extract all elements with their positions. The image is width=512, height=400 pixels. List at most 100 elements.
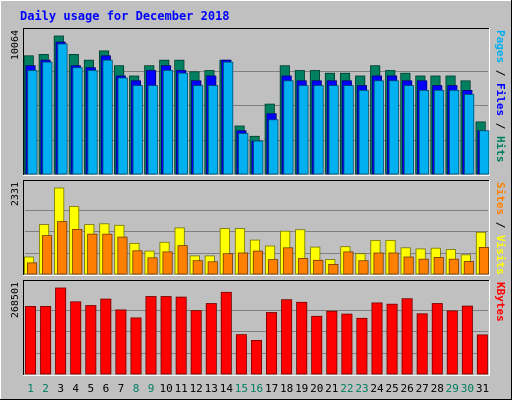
bar-kbytes-day-2 bbox=[40, 305, 52, 375]
panel-pages-ymax-label: 10064 bbox=[10, 30, 21, 60]
bar-pages-day-21 bbox=[328, 85, 339, 175]
x-tick-label-day-13: 13 bbox=[205, 382, 218, 395]
x-tick-label-day-1: 1 bbox=[27, 382, 34, 395]
bar-kbytes-day-23 bbox=[356, 317, 368, 375]
bar-kbytes-day-5 bbox=[85, 305, 97, 375]
legend-separator: / bbox=[494, 215, 507, 235]
legend-entry-hits: Hits bbox=[494, 136, 507, 163]
bar-kbytes-day-25 bbox=[386, 303, 398, 375]
bar-kbytes-day-6 bbox=[100, 298, 112, 375]
bar-kbytes-day-11 bbox=[175, 296, 187, 375]
panel-kbytes-ymax-label: 268501 bbox=[10, 282, 21, 318]
x-tick-label-day-16: 16 bbox=[250, 382, 263, 395]
bar-kbytes-day-21 bbox=[326, 310, 338, 375]
bar-sites-day-14 bbox=[222, 253, 233, 275]
bar-pages-day-8 bbox=[132, 85, 143, 175]
x-tick-label-day-10: 10 bbox=[159, 382, 172, 395]
x-tick-label-day-29: 29 bbox=[446, 382, 459, 395]
panel-kbytes: 268501 KBytes bbox=[10, 280, 507, 376]
bar-sites-day-4 bbox=[72, 228, 83, 275]
bar-sites-day-2 bbox=[42, 235, 53, 275]
x-tick-label-day-7: 7 bbox=[118, 382, 125, 395]
bar-kbytes-day-19 bbox=[296, 301, 308, 375]
bar-pages-day-13 bbox=[207, 85, 219, 175]
bar-kbytes-day-27 bbox=[416, 313, 428, 375]
bar-pages-day-9 bbox=[147, 85, 158, 175]
bar-kbytes-day-4 bbox=[70, 301, 82, 375]
bar-sites-day-9 bbox=[147, 257, 158, 275]
bar-pages-day-26 bbox=[403, 85, 414, 175]
bar-kbytes-day-28 bbox=[431, 303, 443, 375]
bar-sites-day-11 bbox=[177, 245, 188, 275]
x-tick-label-day-26: 26 bbox=[400, 382, 413, 395]
bar-kbytes-day-15 bbox=[235, 334, 247, 375]
bar-sites-day-1 bbox=[26, 262, 38, 275]
x-tick-label-day-23: 23 bbox=[355, 382, 368, 395]
bar-pages-day-28 bbox=[433, 90, 445, 175]
bar-sites-day-29 bbox=[448, 258, 459, 275]
bar-sites-day-6 bbox=[102, 233, 113, 275]
bar-pages-day-22 bbox=[343, 85, 354, 175]
x-tick-label-day-11: 11 bbox=[175, 382, 188, 395]
bar-kbytes-day-3 bbox=[55, 287, 67, 375]
bar-pages-day-16 bbox=[253, 140, 264, 175]
bar-pages-day-12 bbox=[192, 85, 204, 175]
x-tick-label-day-2: 2 bbox=[42, 382, 49, 395]
bar-pages-day-18 bbox=[283, 80, 294, 175]
bar-pages-day-14 bbox=[223, 61, 234, 175]
x-tick-label-day-27: 27 bbox=[416, 382, 429, 395]
bar-sites-day-22 bbox=[343, 251, 354, 275]
bar-pages-day-3 bbox=[57, 43, 68, 175]
bar-pages-day-31 bbox=[479, 130, 490, 175]
x-tick-label-day-6: 6 bbox=[103, 382, 110, 395]
bar-pages-day-11 bbox=[177, 72, 189, 175]
chart-panels: 10064 Pages / Files / Hits 2331 Sites / Vis… bbox=[10, 28, 507, 376]
bar-sites-day-21 bbox=[328, 263, 339, 275]
bar-pages-day-15 bbox=[238, 133, 249, 175]
chart-title: Daily usage for December 2018 bbox=[20, 9, 230, 23]
legend-entry-kbytes: KBytes bbox=[494, 282, 507, 322]
bar-kbytes-day-26 bbox=[401, 298, 413, 375]
x-tick-label-day-24: 24 bbox=[370, 382, 384, 395]
bar-kbytes-day-7 bbox=[115, 309, 127, 375]
x-tick-label-day-8: 8 bbox=[133, 382, 140, 395]
bar-pages-day-4 bbox=[72, 67, 83, 175]
bar-kbytes-day-17 bbox=[265, 312, 277, 375]
legend-separator: / bbox=[494, 116, 507, 136]
panel-visits-ymax-label: 2331 bbox=[10, 182, 21, 206]
bar-pages-day-1 bbox=[27, 70, 38, 175]
legend-separator: / bbox=[494, 63, 507, 83]
bar-pages-day-20 bbox=[313, 85, 324, 175]
bar-pages-day-10 bbox=[162, 70, 174, 175]
x-tick-label-day-30: 30 bbox=[461, 382, 474, 395]
bar-kbytes-day-9 bbox=[145, 296, 157, 375]
bar-sites-day-8 bbox=[132, 250, 143, 275]
bar-sites-day-27 bbox=[418, 258, 429, 275]
bar-pages-day-7 bbox=[117, 77, 128, 175]
bar-kbytes-day-14 bbox=[220, 291, 232, 375]
bar-kbytes-day-29 bbox=[446, 310, 458, 375]
bar-sites-day-7 bbox=[117, 236, 128, 275]
legend-entry-files: Files bbox=[494, 83, 507, 116]
bar-sites-day-24 bbox=[373, 252, 384, 275]
bar-pages-day-30 bbox=[464, 94, 475, 175]
x-tick-label-day-22: 22 bbox=[340, 382, 353, 395]
bar-kbytes-day-13 bbox=[205, 303, 217, 375]
bar-pages-day-2 bbox=[42, 61, 53, 175]
bar-sites-day-17 bbox=[267, 259, 279, 275]
bar-pages-day-27 bbox=[418, 90, 429, 175]
x-tick-label-day-25: 25 bbox=[385, 382, 398, 395]
legend-entry-visits: Visits bbox=[494, 235, 507, 275]
bar-pages-day-23 bbox=[358, 90, 369, 175]
x-tick-label-day-17: 17 bbox=[265, 382, 278, 395]
bar-sites-day-23 bbox=[358, 260, 369, 275]
panel-pages-legend: Pages / Files / Hits bbox=[494, 30, 507, 163]
x-tick-label-day-21: 21 bbox=[325, 382, 338, 395]
bar-sites-day-28 bbox=[433, 256, 444, 275]
x-tick-label-day-15: 15 bbox=[235, 382, 248, 395]
x-tick-label-day-5: 5 bbox=[87, 382, 94, 395]
bar-sites-day-5 bbox=[87, 233, 98, 275]
bar-sites-day-19 bbox=[298, 258, 309, 275]
